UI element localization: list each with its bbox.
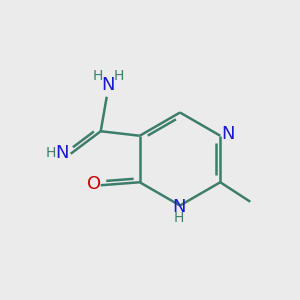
Text: N: N	[55, 144, 68, 162]
Text: H: H	[92, 69, 103, 83]
Text: N: N	[221, 125, 235, 143]
Text: O: O	[87, 175, 101, 193]
Text: H: H	[173, 211, 184, 225]
Text: N: N	[101, 76, 115, 94]
Text: H: H	[113, 69, 124, 83]
Text: N: N	[172, 198, 185, 216]
Text: H: H	[45, 146, 56, 160]
